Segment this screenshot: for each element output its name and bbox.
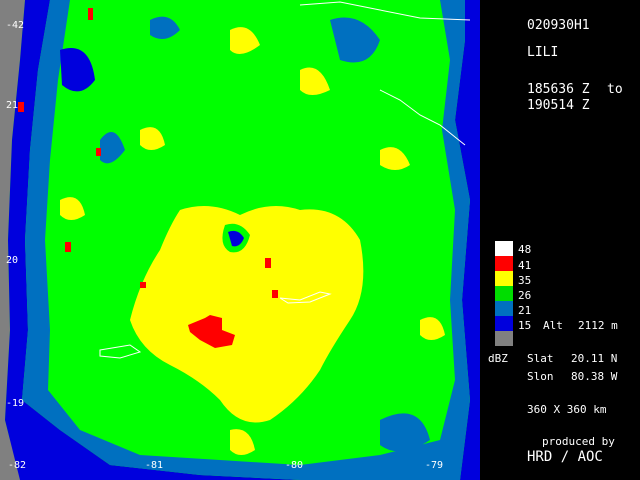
legend-label-21: 21 [518,304,532,317]
alt-value: 2112 m [578,319,618,332]
lon-label-4: -79 [425,460,444,471]
slon-value: 80.38 W [571,370,618,383]
legend-swatch-35 [495,271,513,286]
time-end: 190514 Z [527,98,590,113]
credit-line-2: HRD / AOC [527,449,603,465]
lon-label-2: -81 [145,460,164,471]
lon-label-3: -80 [285,460,304,471]
radar-reflectivity-map: -42 21 20 -19 -82 -81 -80 -79 [0,0,480,480]
legend-swatch-15 [495,316,513,331]
legend-label-48: 48 [518,243,532,256]
lat-label-4: -19 [6,398,25,409]
slon-label: Slon [527,370,554,383]
radar-image [0,0,480,480]
lat-label-3: 20 [6,255,19,266]
legend-label-41: 41 [518,259,532,272]
lon-label-1: -82 [8,460,27,471]
slat-label: Slat [527,352,554,365]
legend-swatch-48 [495,241,513,256]
time-sep: to [607,82,623,97]
lat-label-1: -42 [6,20,25,31]
unit-label: dBZ [488,352,508,365]
legend-label-15: 15 [518,319,532,332]
alt-label: Alt [543,319,563,332]
info-panel [480,0,640,480]
domain-size: 360 X 360 km [527,403,607,416]
legend-swatch-21 [495,301,513,316]
slat-value: 20.11 N [571,352,618,365]
storm-name: LILI [527,45,559,60]
legend-swatch-41 [495,256,513,271]
legend-swatch-gray [495,331,513,346]
legend-label-26: 26 [518,289,532,302]
lat-label-2: 21 [6,100,19,111]
flight-id: 020930H1 [527,18,590,33]
time-start: 185636 Z [527,82,590,97]
legend-label-35: 35 [518,274,532,287]
credit-line-1: produced by [542,435,615,448]
legend-swatch-26 [495,286,513,301]
